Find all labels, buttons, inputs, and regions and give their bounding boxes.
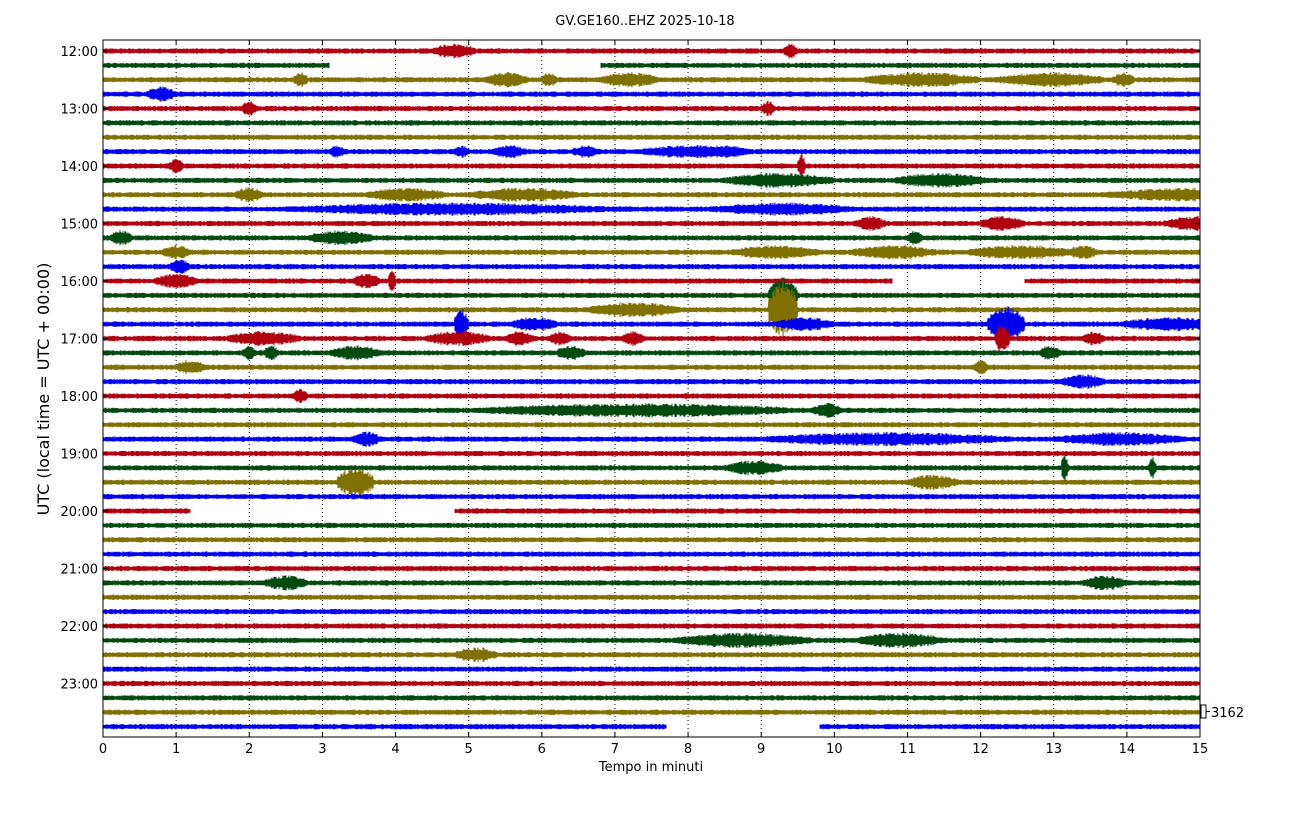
y-tick-label: 19:00 <box>61 448 98 463</box>
scale-indicator: 3162 <box>1200 704 1244 721</box>
y-tick-label: 21:00 <box>61 563 98 578</box>
trace-line <box>102 43 1201 59</box>
trace-line <box>102 187 1201 203</box>
trace-line <box>102 508 1201 514</box>
trace-line <box>102 359 1201 375</box>
y-tick-label: 20:00 <box>61 505 98 520</box>
trace-line <box>102 575 1201 591</box>
x-tick-label: 15 <box>1192 742 1209 757</box>
trace-line <box>102 72 1201 88</box>
x-tick-label: 6 <box>538 742 546 757</box>
x-tick-label: 9 <box>757 742 765 757</box>
y-tick-label: 13:00 <box>61 103 98 118</box>
trace-line <box>102 402 1201 418</box>
trace-line <box>102 62 1201 69</box>
trace-line <box>102 120 1201 126</box>
trace-line <box>102 680 1201 687</box>
trace-line <box>102 666 1201 672</box>
trace-line <box>102 281 1201 339</box>
trace-line <box>102 551 1201 557</box>
y-tick-label: 22:00 <box>61 620 98 635</box>
x-tick-label: 14 <box>1119 742 1136 757</box>
x-axis-ticks: 0 1 2 3 4 5 6 7 8 9 10 11 12 13 14 15 <box>99 40 1208 757</box>
trace-line <box>102 695 1201 701</box>
trace-line <box>102 709 1201 716</box>
trace-line <box>102 202 1201 216</box>
chart-title: GV.GE160..EHZ 2025-10-18 <box>555 14 734 29</box>
x-tick-label: 7 <box>611 742 619 757</box>
trace-line <box>102 632 1201 649</box>
trace-line <box>102 565 1201 572</box>
vertical-grid <box>175 40 1128 737</box>
seismic-traces <box>102 43 1201 730</box>
trace-line <box>102 623 1201 629</box>
x-tick-label: 3 <box>318 742 326 757</box>
y-tick-label: 17:00 <box>61 333 98 348</box>
y-axis-label: UTC (local time = UTC + 00:00) <box>34 263 53 516</box>
x-tick-label: 2 <box>245 742 253 757</box>
trace-line <box>102 723 1201 730</box>
trace-line <box>102 431 1201 447</box>
trace-line <box>102 230 1201 246</box>
trace-line <box>102 345 1201 361</box>
trace-line <box>102 536 1201 543</box>
trace-line <box>102 270 1201 292</box>
trace-line <box>102 594 1201 601</box>
trace-line <box>102 86 1201 102</box>
trace-line <box>102 172 1201 188</box>
x-tick-label: 5 <box>465 742 473 757</box>
trace-line <box>102 100 1201 117</box>
y-tick-label: 15:00 <box>61 218 98 233</box>
x-tick-label: 10 <box>826 742 843 757</box>
y-tick-label: 12:00 <box>61 45 98 60</box>
y-axis-ticks: 12:00 13:00 14:00 15:00 16:00 17:00 18:00 19:00… <box>61 45 1200 693</box>
trace-line <box>102 388 1201 404</box>
trace-line <box>102 421 1201 428</box>
y-tick-label: 16:00 <box>61 275 98 290</box>
trace-line <box>102 259 1201 274</box>
trace-line <box>102 306 1201 343</box>
trace-line <box>102 216 1201 231</box>
trace-line <box>102 608 1201 615</box>
trace-line <box>102 134 1201 141</box>
x-tick-label: 8 <box>684 742 692 757</box>
trace-line <box>102 522 1201 529</box>
trace-line <box>102 325 1201 352</box>
trace-line <box>102 647 1201 662</box>
trace-line <box>102 468 1201 496</box>
trace-line <box>102 145 1201 159</box>
y-tick-label: 14:00 <box>61 160 98 175</box>
x-tick-label: 12 <box>972 742 989 757</box>
trace-line <box>102 245 1201 260</box>
trace-line <box>102 454 1201 481</box>
y-tick-label: 23:00 <box>61 678 98 693</box>
x-axis-label: Tempo in minuti <box>598 760 703 775</box>
x-tick-label: 13 <box>1045 742 1062 757</box>
x-tick-label: 4 <box>391 742 399 757</box>
scale-label: 3162 <box>1211 706 1244 721</box>
y-tick-label: 18:00 <box>61 390 98 405</box>
x-tick-label: 11 <box>899 742 916 757</box>
plot-frame <box>102 39 1201 738</box>
trace-line <box>102 277 1201 314</box>
x-tick-label: 1 <box>172 742 180 757</box>
trace-line <box>102 493 1201 500</box>
x-tick-label: 0 <box>99 742 107 757</box>
trace-line <box>102 450 1201 457</box>
trace-line <box>102 153 1201 179</box>
trace-line <box>102 374 1201 390</box>
